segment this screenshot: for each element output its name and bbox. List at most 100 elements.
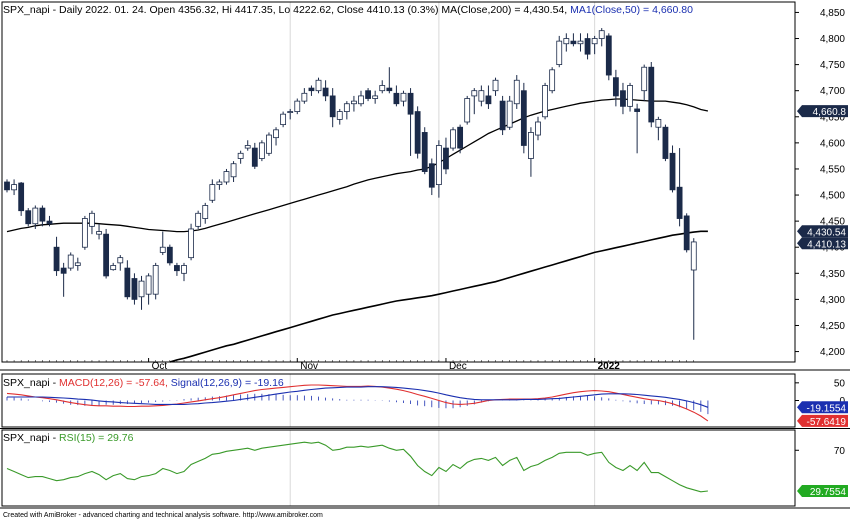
candle-body xyxy=(612,77,619,97)
candle xyxy=(89,210,95,235)
candle-body xyxy=(549,69,556,92)
candle-body xyxy=(280,113,287,126)
x-tick-label: Oct xyxy=(152,361,168,372)
candle xyxy=(110,262,117,271)
price-title-main: SPX_napi - Daily 2022. 01. 24. Open 4356… xyxy=(3,4,570,16)
ma200-line xyxy=(169,230,708,363)
candle-body xyxy=(67,254,74,269)
candle-body xyxy=(598,30,605,39)
candle xyxy=(485,85,492,109)
ma200-polyline xyxy=(169,230,708,363)
candle xyxy=(605,33,612,81)
price-y-tick-label: 4,600 xyxy=(820,138,845,149)
ma50-line xyxy=(6,98,709,233)
candle xyxy=(74,257,81,271)
candle xyxy=(152,262,159,300)
candle-body xyxy=(570,40,577,45)
candle xyxy=(648,62,655,128)
candle xyxy=(301,88,308,104)
candle xyxy=(287,108,294,120)
candle xyxy=(386,67,393,94)
macd-frame xyxy=(1,373,796,428)
candle-body xyxy=(145,275,152,295)
footer-credit: Created with AmiBroker - advanced charti… xyxy=(3,512,323,519)
candle xyxy=(343,101,350,120)
candle-body xyxy=(138,280,145,298)
rsi-title-rsi: RSI(15) = 29.76 xyxy=(59,432,134,444)
rsi-tag-shape xyxy=(797,485,848,498)
candle-body xyxy=(676,186,683,219)
rsi-tag: 29.7554 xyxy=(797,485,848,498)
candle xyxy=(662,124,669,162)
candle-body xyxy=(393,92,400,105)
price-tag-label: 4,660.8 xyxy=(813,107,847,118)
candle-body xyxy=(414,111,421,154)
price-y-tick-label: 4,500 xyxy=(820,191,845,202)
candle-body xyxy=(315,79,322,92)
candle xyxy=(641,64,648,102)
candle-body xyxy=(131,278,138,300)
candle-body xyxy=(301,92,308,102)
candle xyxy=(478,85,485,107)
candle-body xyxy=(358,95,364,105)
candle-body xyxy=(499,100,506,131)
candle-body xyxy=(471,90,478,97)
candle xyxy=(655,116,662,141)
rsi-y-axis: 70 xyxy=(795,446,845,457)
candle xyxy=(598,28,605,47)
candle xyxy=(591,35,598,55)
candle xyxy=(329,88,336,128)
candle xyxy=(145,273,152,305)
candle xyxy=(244,140,251,151)
candle xyxy=(258,140,265,162)
candle-body xyxy=(407,92,414,115)
candle xyxy=(393,85,400,107)
candle-body xyxy=(273,129,279,139)
price-y-tick-label: 4,250 xyxy=(820,321,845,332)
price-y-tick-label: 4,550 xyxy=(820,164,845,175)
candle xyxy=(358,90,364,107)
price-title: SPX_napi - Daily 2022. 01. 24. Open 4356… xyxy=(3,4,693,16)
candle-body xyxy=(46,220,53,225)
candle-body xyxy=(117,257,124,264)
price-tag-label: 4,410.13 xyxy=(807,239,846,250)
price-y-tick-label: 4,200 xyxy=(820,347,845,358)
candle xyxy=(556,35,563,68)
candle-body xyxy=(230,163,237,178)
price-y-tick-label: 4,450 xyxy=(820,217,845,228)
candle-body xyxy=(492,79,499,92)
candle-body xyxy=(110,265,117,271)
candle-body xyxy=(627,85,633,107)
candle xyxy=(457,124,464,154)
candle-body xyxy=(237,152,244,159)
candle-body xyxy=(124,267,131,298)
candle xyxy=(60,262,67,297)
candle xyxy=(421,127,428,175)
candle-body xyxy=(450,129,456,149)
candle-body xyxy=(223,171,230,183)
candle-body xyxy=(457,126,464,149)
candle xyxy=(67,252,74,271)
candle xyxy=(315,77,322,94)
candle xyxy=(11,179,17,196)
candle-body xyxy=(25,210,32,225)
macd-tag: -19.1554 xyxy=(797,401,848,414)
candle xyxy=(237,150,244,164)
candle-body xyxy=(428,163,435,188)
candle xyxy=(308,85,315,96)
candle xyxy=(166,244,173,266)
candle xyxy=(676,148,683,227)
candle xyxy=(336,108,343,125)
price-y-tick-label: 4,700 xyxy=(820,86,845,97)
price-tag: 4,660.8 xyxy=(797,105,848,118)
rsi-title: SPX_napi - RSI(15) = 29.76 xyxy=(3,432,134,444)
price-tag-shape xyxy=(797,237,848,250)
candle xyxy=(584,33,591,60)
candle-body xyxy=(216,181,223,186)
candle-body xyxy=(294,100,301,112)
candle-body xyxy=(32,207,39,225)
candle-body xyxy=(648,66,655,123)
candle xyxy=(32,205,39,229)
candle-body xyxy=(520,90,527,146)
macd-title-signal: Signal(12,26,9) = -19.16 xyxy=(168,377,284,389)
